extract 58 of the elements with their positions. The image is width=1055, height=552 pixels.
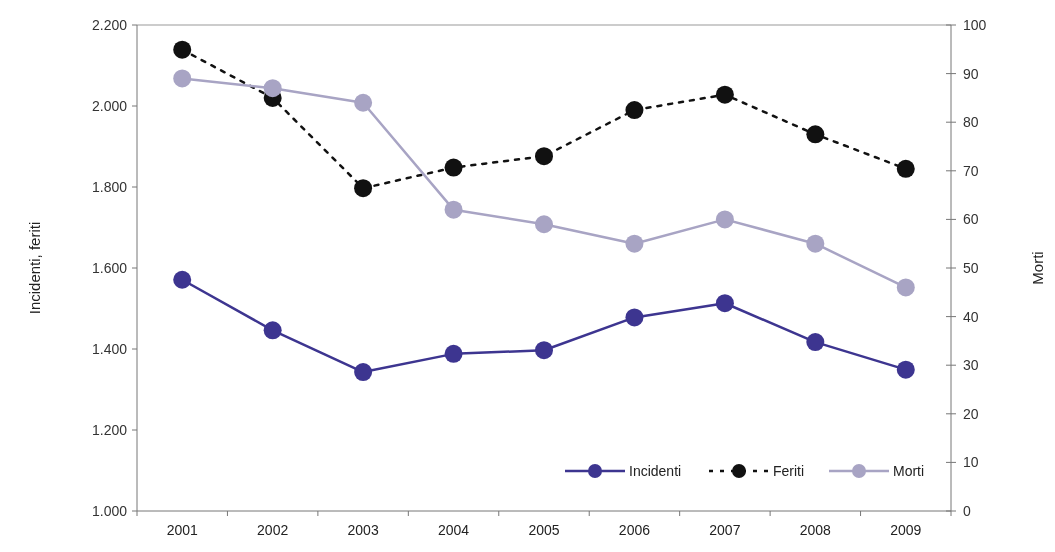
- y2-axis-title: Morti: [1029, 251, 1046, 285]
- y2-tick-label: 60: [963, 211, 979, 228]
- point: [715, 210, 734, 229]
- point: [625, 101, 644, 120]
- y-tick-label: 1.800: [91, 179, 128, 195]
- y2-tick-label: 70: [963, 162, 979, 179]
- point: [535, 215, 553, 234]
- y2-tick-label: 40: [963, 308, 979, 325]
- y2-tick-label: 90: [963, 65, 979, 82]
- point: [896, 278, 915, 297]
- point: [625, 308, 644, 327]
- x-tick-label: 2005: [528, 522, 560, 538]
- y-tick-label: 1.400: [91, 341, 128, 357]
- point: [806, 125, 825, 144]
- y-axis-title: Incidenti, feriti: [26, 221, 43, 315]
- legend-label: Feriti: [773, 463, 805, 479]
- y2-tick-label: 30: [963, 357, 979, 374]
- y2-tick-label: 100: [963, 17, 987, 33]
- x-tick-label: 2007: [709, 522, 741, 538]
- point: [263, 79, 282, 98]
- x-tick-label: 2006: [618, 522, 651, 538]
- point: [806, 234, 825, 253]
- point: [444, 200, 463, 219]
- y2-tick-label: 80: [963, 114, 979, 131]
- point: [173, 40, 192, 59]
- point: [715, 294, 734, 313]
- x-tick-label: 2002: [257, 522, 289, 538]
- y-tick-label: 2.000: [91, 98, 128, 114]
- y2-tick-label: 20: [963, 405, 979, 422]
- y-tick-label: 1.600: [91, 260, 128, 276]
- point: [896, 159, 915, 178]
- point: [715, 85, 734, 104]
- x-tick-label: 2003: [347, 522, 379, 538]
- point: [625, 234, 644, 253]
- point: [535, 147, 553, 166]
- x-tick-label: 2008: [799, 522, 832, 538]
- point: [535, 341, 553, 360]
- point: [263, 321, 282, 340]
- point: [354, 179, 373, 198]
- point: [444, 158, 463, 177]
- y2-tick-label: 50: [963, 260, 979, 276]
- x-tick-label: 2004: [437, 522, 470, 538]
- y-tick-label: 1.000: [91, 503, 128, 519]
- point: [173, 69, 192, 88]
- y-tick-label: 2.200: [91, 17, 128, 33]
- point: [806, 333, 825, 352]
- y2-tick-label: 10: [963, 454, 979, 471]
- legend-label: Morti: [893, 463, 925, 479]
- point: [354, 93, 373, 112]
- y2-tick-label: 0: [963, 503, 971, 519]
- point: [354, 363, 373, 382]
- x-tick-label: 2001: [166, 522, 198, 538]
- y-tick-label: 1.200: [91, 422, 128, 438]
- point: [173, 270, 192, 289]
- x-tick-label: 2009: [890, 522, 922, 538]
- point: [896, 360, 915, 379]
- legend-label: Incidenti: [629, 463, 682, 479]
- point: [444, 344, 463, 363]
